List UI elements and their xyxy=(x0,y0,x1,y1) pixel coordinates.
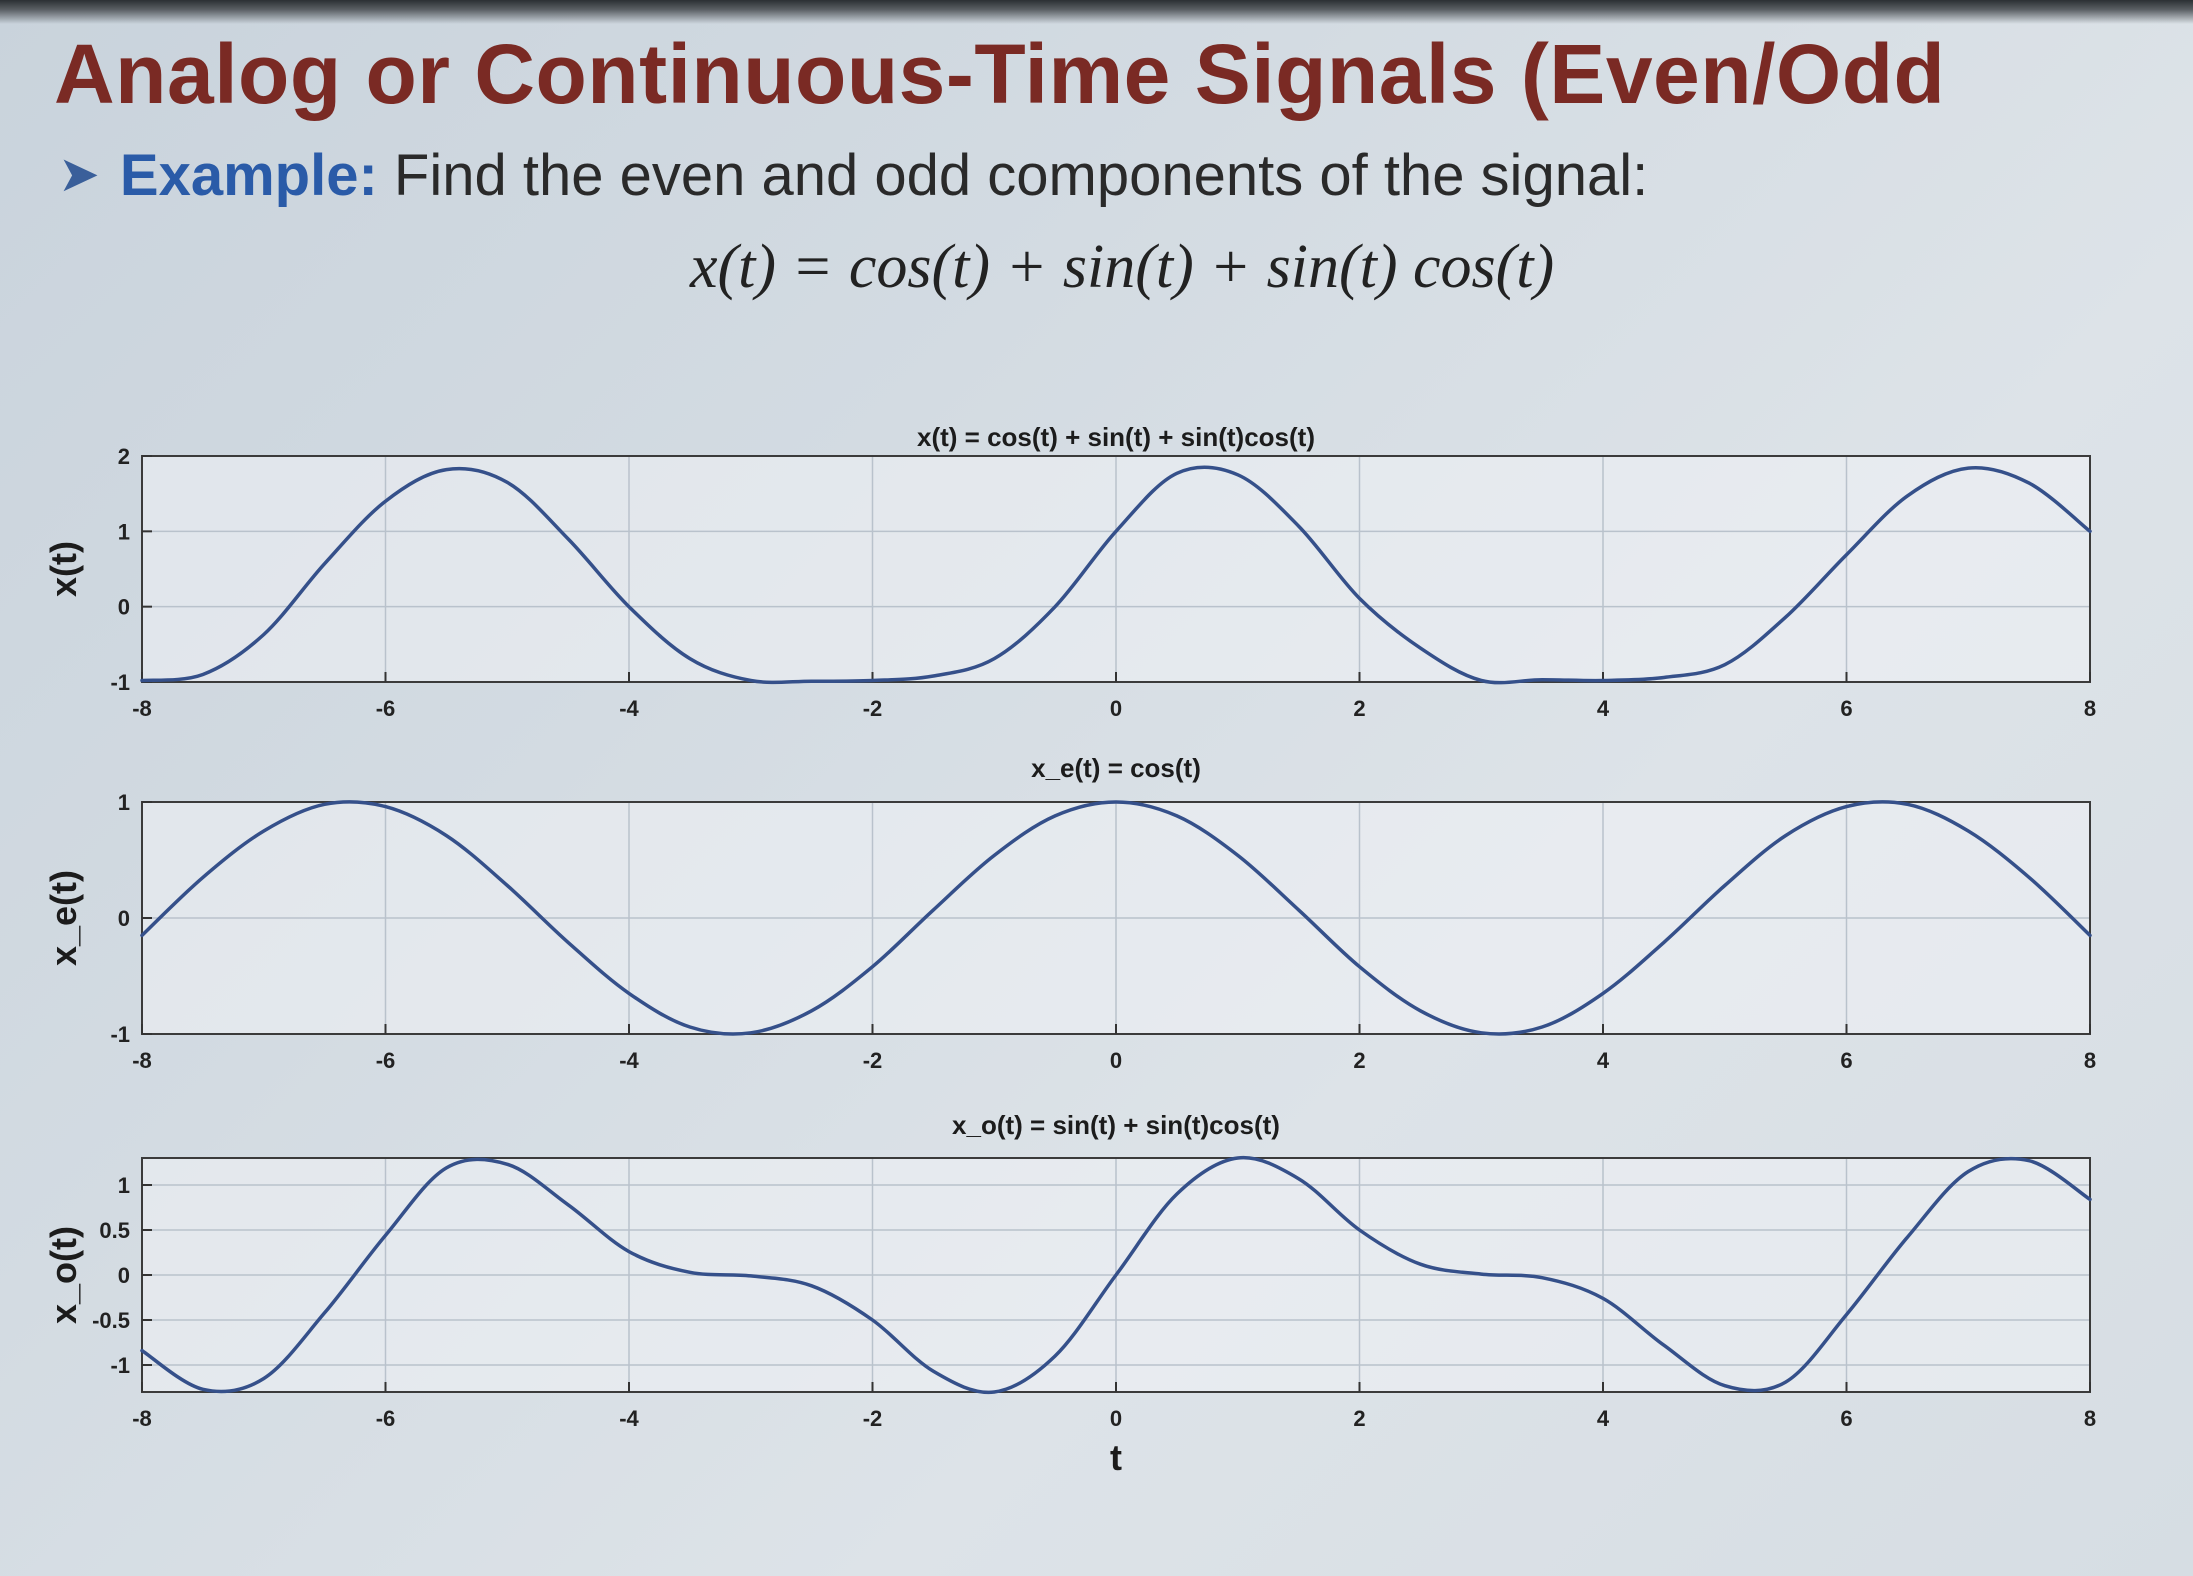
example-text: Find the even and odd components of the … xyxy=(377,143,1649,208)
x-tick-label: -2 xyxy=(863,1048,883,1073)
series-line-2 xyxy=(140,800,2092,1036)
x-tick-label: 4 xyxy=(1597,1048,1610,1073)
x-tick-label: -8 xyxy=(132,696,152,721)
chart-title-3: x_o(t) = sin(t) + sin(t)cos(t) xyxy=(952,1110,1280,1140)
x-tick-label: 8 xyxy=(2084,1048,2096,1073)
x-tick-label: 8 xyxy=(2084,1406,2096,1431)
top-edge-bar xyxy=(0,0,2193,24)
x-tick-label: 0 xyxy=(1110,696,1122,721)
x-tick-label: 4 xyxy=(1597,1406,1610,1431)
y-tick-label: 0 xyxy=(118,1263,130,1288)
x-tick-label: -4 xyxy=(619,1406,639,1431)
x-tick-label: -6 xyxy=(376,1406,396,1431)
series-line-1 xyxy=(140,465,2092,685)
chart-title-2: x_e(t) = cos(t) xyxy=(1031,753,1201,783)
y-axis-label-2: x_e(t) xyxy=(43,870,84,966)
x-tick-label: 6 xyxy=(1840,696,1852,721)
x-tick-label: 6 xyxy=(1840,1048,1852,1073)
x-tick-label: 6 xyxy=(1840,1406,1852,1431)
x-tick-label: 8 xyxy=(2084,696,2096,721)
x-tick-label: 4 xyxy=(1597,696,1610,721)
y-tick-label: 0 xyxy=(118,906,130,931)
x-tick-label: -6 xyxy=(376,1048,396,1073)
equation-text: x(t) = cos(t) + sin(t) + sin(t) cos(t) xyxy=(690,233,1555,301)
y-tick-label: -0.5 xyxy=(92,1308,130,1333)
example-bullet: ➤ Example: Find the even and odd componen… xyxy=(58,142,1648,209)
x-tick-label: 0 xyxy=(1110,1406,1122,1431)
y-tick-label: 1 xyxy=(118,519,130,544)
y-tick-label: 1 xyxy=(118,790,130,815)
arrowhead-bullet-icon: ➤ xyxy=(58,146,100,202)
y-axis-label-3: x_o(t) xyxy=(43,1226,84,1324)
series-line-3 xyxy=(140,1155,2092,1395)
example-label: Example: xyxy=(119,143,378,208)
x-tick-label: 2 xyxy=(1353,696,1365,721)
y-tick-label: 1 xyxy=(118,1173,130,1198)
x-tick-label: -2 xyxy=(863,696,883,721)
y-tick-label: -1 xyxy=(110,670,130,695)
x-tick-label: -8 xyxy=(132,1048,152,1073)
y-tick-label: -1 xyxy=(110,1353,130,1378)
x-tick-label: 2 xyxy=(1353,1048,1365,1073)
x-tick-label: -6 xyxy=(376,696,396,721)
y-axis-label-1: x(t) xyxy=(43,541,84,597)
x-tick-label: 0 xyxy=(1110,1048,1122,1073)
x-axis-label: t xyxy=(1110,1437,1122,1478)
slide-title: Analog or Continuous-Time Signals (Even/… xyxy=(54,27,1946,121)
y-tick-label: 0 xyxy=(118,595,130,620)
x-tick-label: 2 xyxy=(1353,1406,1365,1431)
x-tick-label: -4 xyxy=(619,696,639,721)
x-tick-label: -8 xyxy=(132,1406,152,1431)
y-tick-label: 0.5 xyxy=(99,1218,130,1243)
signal-equation: x(t) = cos(t) + sin(t) + sin(t) cos(t) xyxy=(690,232,1554,303)
chart-title-1: x(t) = cos(t) + sin(t) + sin(t)cos(t) xyxy=(917,422,1315,452)
y-tick-label: 2 xyxy=(118,444,130,469)
x-tick-label: -4 xyxy=(619,1048,639,1073)
x-tick-label: -2 xyxy=(863,1406,883,1431)
y-tick-label: -1 xyxy=(110,1022,130,1047)
